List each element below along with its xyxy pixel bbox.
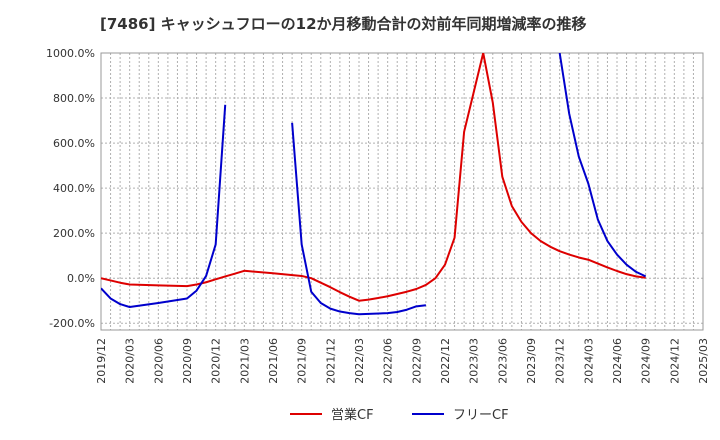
x-tick-label: 2022/06 bbox=[382, 338, 395, 384]
y-tick-label: 400.0% bbox=[53, 182, 95, 195]
x-axis: 2019/12 2020/03 2020/06 2020/09 2020/12 2021/… bbox=[95, 338, 710, 384]
legend: 営業CF フリーCF bbox=[290, 407, 509, 423]
y-tick-label: 800.0% bbox=[53, 92, 95, 105]
x-tick-label: 2020/12 bbox=[210, 338, 223, 384]
x-tick-label: 2023/09 bbox=[525, 338, 538, 384]
x-tick-label: 2020/09 bbox=[181, 338, 194, 384]
grid-layer bbox=[101, 52, 703, 330]
x-tick-label: 2024/03 bbox=[582, 338, 595, 384]
x-tick-label: 2022/09 bbox=[410, 338, 423, 384]
series-line-free-cf-1 bbox=[291, 122, 427, 316]
x-tick-label: 2023/06 bbox=[496, 338, 509, 384]
series-layer bbox=[101, 53, 647, 316]
y-tick-label: 0.0% bbox=[67, 272, 95, 285]
y-tick-label: 600.0% bbox=[53, 137, 95, 150]
x-tick-label: 2023/03 bbox=[468, 338, 481, 384]
x-tick-label: 2021/03 bbox=[238, 338, 251, 384]
x-tick-label: 2025/03 bbox=[697, 338, 710, 384]
chart-title: [7486] キャッシュフローの12か月移動合計の対前年同期増減率の推移 bbox=[100, 15, 587, 33]
x-tick-label: 2020/06 bbox=[152, 338, 165, 384]
x-tick-label: 2022/03 bbox=[353, 338, 366, 384]
y-axis: -200.0% 0.0% 200.0% 400.0% 600.0% 800.0% 1000.… bbox=[46, 47, 95, 330]
x-tick-label: 2019/12 bbox=[95, 338, 108, 384]
x-tick-label: 2024/06 bbox=[611, 338, 624, 384]
x-tick-label: 2024/09 bbox=[640, 338, 653, 384]
y-tick-label: 1000.0% bbox=[46, 47, 95, 60]
series-line-operating-cf-0 bbox=[101, 53, 646, 302]
plot-frame bbox=[100, 52, 704, 331]
y-tick-label: -200.0% bbox=[49, 317, 95, 330]
x-tick-label: 2022/12 bbox=[439, 338, 452, 384]
x-tick-label: 2021/12 bbox=[324, 338, 337, 384]
series-line-free-cf-2 bbox=[558, 53, 647, 278]
x-tick-label: 2020/03 bbox=[124, 338, 137, 384]
legend-free-cf-label: フリーCF bbox=[453, 408, 509, 423]
y-tick-label: 200.0% bbox=[53, 227, 95, 240]
x-tick-label: 2021/06 bbox=[267, 338, 280, 384]
x-tick-label: 2023/12 bbox=[554, 338, 567, 384]
x-tick-label: 2024/12 bbox=[668, 338, 681, 384]
series-line-free-cf-0 bbox=[101, 104, 227, 309]
legend-operating-cf-label: 営業CF bbox=[331, 407, 374, 423]
x-tick-label: 2021/09 bbox=[296, 338, 309, 384]
